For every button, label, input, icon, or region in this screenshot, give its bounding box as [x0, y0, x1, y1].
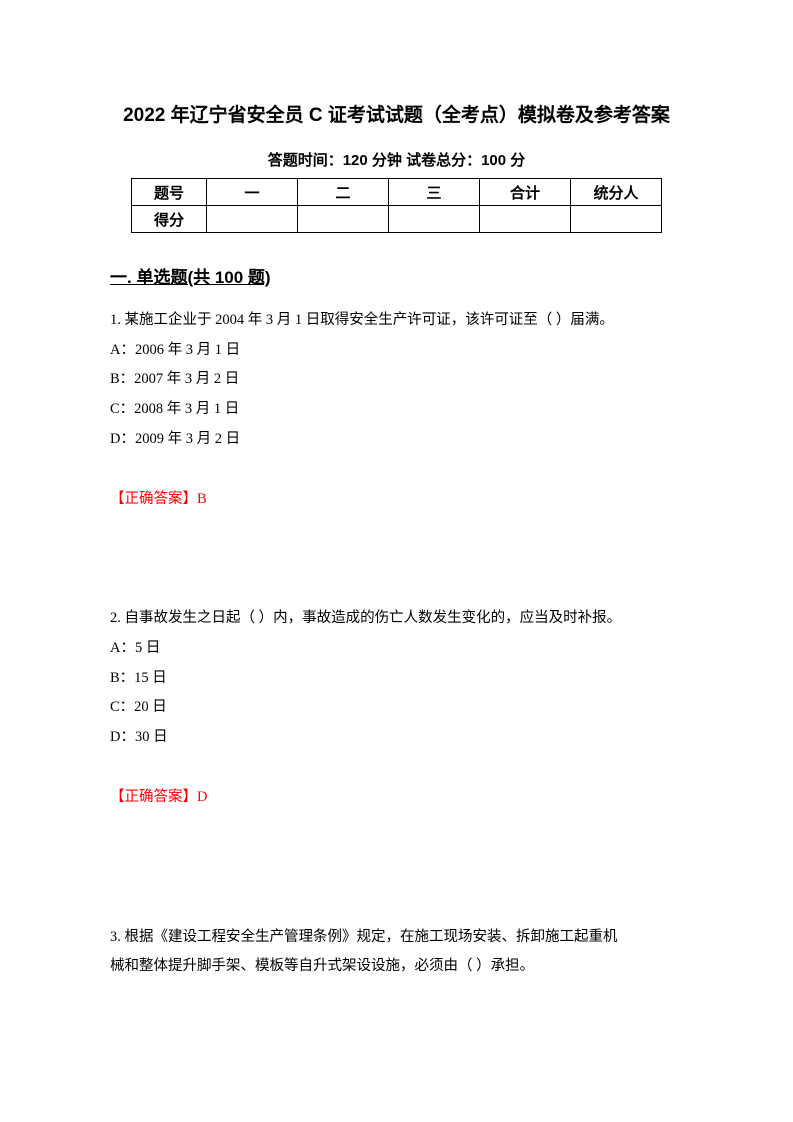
score-header-cell: 统分人 [571, 179, 662, 206]
table-row: 题号 一 二 三 合计 统分人 [132, 179, 662, 206]
score-cell [298, 206, 389, 233]
question-stem: 械和整体提升脚手架、模板等自升式架设设施，必须由（ ）承担。 [110, 952, 683, 982]
answer-value: D [197, 789, 207, 805]
score-header-cell: 题号 [132, 179, 207, 206]
question-option: A：2006 年 3 月 1 日 [110, 336, 683, 366]
page-subtitle: 答题时间：120 分钟 试卷总分：100 分 [110, 149, 683, 170]
question-option: A：5 日 [110, 634, 683, 664]
section-heading: 一. 单选题(共 100 题) [110, 263, 683, 288]
question-option: C：2008 年 3 月 1 日 [110, 395, 683, 425]
answer-value: B [197, 491, 207, 507]
spacer [110, 813, 683, 923]
question-option: D：30 日 [110, 723, 683, 753]
answer-label: 【正确答案】 [110, 789, 197, 805]
score-cell [389, 206, 480, 233]
score-cell [571, 206, 662, 233]
score-cell [480, 206, 571, 233]
question-option: B：15 日 [110, 664, 683, 694]
question-stem: 1. 某施工企业于 2004 年 3 月 1 日取得安全生产许可证，该许可证至（… [110, 306, 683, 336]
spacer [110, 514, 683, 604]
document-page: 2022 年辽宁省安全员 C 证考试试题（全考点）模拟卷及参考答案 答题时间：1… [0, 0, 793, 1122]
question-option: D：2009 年 3 月 2 日 [110, 425, 683, 455]
question-stem: 3. 根据《建设工程安全生产管理条例》规定，在施工现场安装、拆卸施工起重机 [110, 923, 683, 953]
score-header-cell: 三 [389, 179, 480, 206]
score-header-cell: 二 [298, 179, 389, 206]
answer-line: 【正确答案】B [110, 485, 683, 515]
score-cell [207, 206, 298, 233]
question-option: C：20 日 [110, 693, 683, 723]
score-table: 题号 一 二 三 合计 统分人 得分 [131, 178, 662, 233]
score-header-cell: 合计 [480, 179, 571, 206]
question-option: B：2007 年 3 月 2 日 [110, 365, 683, 395]
score-header-cell: 一 [207, 179, 298, 206]
table-row: 得分 [132, 206, 662, 233]
page-title: 2022 年辽宁省安全员 C 证考试试题（全考点）模拟卷及参考答案 [110, 100, 683, 127]
answer-label: 【正确答案】 [110, 491, 197, 507]
answer-line: 【正确答案】D [110, 783, 683, 813]
score-row-label: 得分 [132, 206, 207, 233]
question-stem: 2. 自事故发生之日起（ ）内，事故造成的伤亡人数发生变化的，应当及时补报。 [110, 604, 683, 634]
